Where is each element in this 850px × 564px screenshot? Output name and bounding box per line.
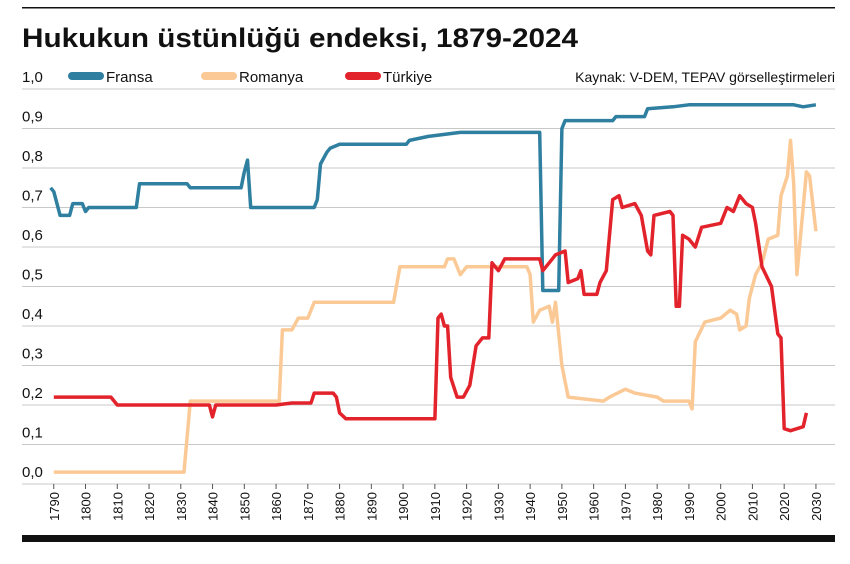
x-tick-label: 1930	[491, 492, 506, 521]
x-tick-label: 1890	[364, 492, 379, 521]
x-tick-label: 2030	[809, 492, 824, 521]
x-tick-label: 1970	[618, 492, 633, 521]
source: Kaynak: V-DEM, TEPAV görselleştirmeleri	[575, 69, 835, 85]
x-tick-label: 1820	[142, 492, 157, 521]
x-tick-label: 1950	[555, 492, 570, 521]
y-tick-label: 0,9	[22, 109, 43, 126]
x-tick-label: 1860	[269, 492, 284, 521]
x-tick-label: 2000	[714, 492, 729, 521]
legend-label: Romanya	[239, 69, 304, 86]
y-tick-label: 0,0	[22, 464, 43, 481]
x-tick-label: 1880	[333, 492, 348, 521]
x-tick-label: 1980	[650, 492, 665, 521]
x-tick-label: 1940	[523, 492, 538, 521]
y-tick-label: 0,2	[22, 385, 43, 402]
y-tick-label: 1,0	[22, 69, 43, 86]
x-tick-label: 1830	[174, 492, 189, 521]
x-tick-label: 1800	[79, 492, 94, 521]
y-tick-label: 0,5	[22, 267, 43, 284]
line	[53, 193, 809, 433]
x-tick-label: 1990	[682, 492, 697, 521]
y-tick-label: 0,1	[22, 425, 43, 442]
legend-label: Türkiye	[383, 69, 432, 86]
x-tick-label: 1840	[206, 492, 221, 521]
top-rule	[22, 7, 835, 9]
x-tick-label: 1850	[237, 492, 252, 521]
x-tick-label: 2020	[777, 492, 792, 521]
y-tick-label: 0,3	[22, 346, 43, 363]
x-tick-label: 1870	[301, 492, 316, 521]
x-tick-label: 1920	[460, 492, 475, 521]
x-tick-label: 2010	[745, 492, 760, 521]
x-tick-label: 1790	[47, 492, 62, 521]
bottom-rule	[22, 535, 835, 542]
y-tick-label: 0,4	[22, 306, 43, 323]
y-tick-label: 0,8	[22, 148, 43, 165]
y-tick-label: 0,6	[22, 227, 43, 244]
legend-label: Fransa	[106, 69, 153, 86]
y-tick-label: 0,7	[22, 188, 43, 205]
x-tick-label: 1810	[110, 492, 125, 521]
line	[53, 138, 818, 474]
line	[49, 103, 817, 293]
chart-title: Hukukun üstünlüğü endeksi, 1879-2024	[22, 23, 578, 53]
x-tick-label: 1910	[428, 492, 443, 521]
x-tick-label: 1960	[587, 492, 602, 521]
x-tick-label: 1900	[396, 492, 411, 521]
